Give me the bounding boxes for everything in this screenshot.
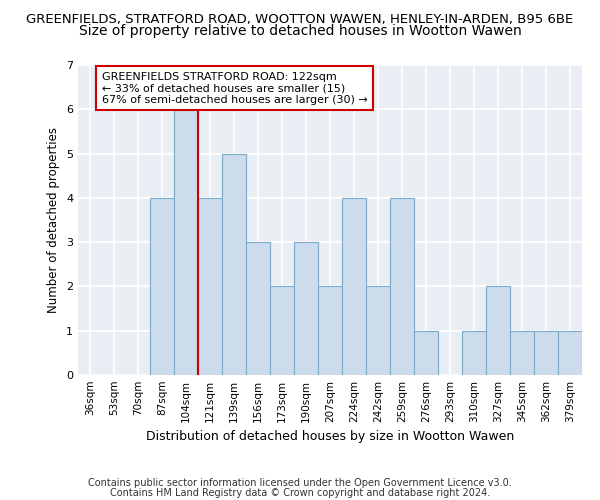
- Text: GREENFIELDS STRATFORD ROAD: 122sqm
← 33% of detached houses are smaller (15)
67%: GREENFIELDS STRATFORD ROAD: 122sqm ← 33%…: [102, 72, 368, 105]
- Bar: [462, 330, 486, 375]
- Bar: [198, 198, 222, 375]
- Bar: [294, 242, 318, 375]
- Bar: [414, 330, 438, 375]
- Bar: [318, 286, 342, 375]
- Text: Contains HM Land Registry data © Crown copyright and database right 2024.: Contains HM Land Registry data © Crown c…: [110, 488, 490, 498]
- Bar: [150, 198, 174, 375]
- Y-axis label: Number of detached properties: Number of detached properties: [47, 127, 61, 313]
- Bar: [486, 286, 510, 375]
- Bar: [246, 242, 270, 375]
- Bar: [342, 198, 366, 375]
- Bar: [510, 330, 534, 375]
- Bar: [366, 286, 390, 375]
- Bar: [222, 154, 246, 375]
- Text: Size of property relative to detached houses in Wootton Wawen: Size of property relative to detached ho…: [79, 24, 521, 38]
- Bar: [270, 286, 294, 375]
- Bar: [174, 110, 198, 375]
- X-axis label: Distribution of detached houses by size in Wootton Wawen: Distribution of detached houses by size …: [146, 430, 514, 444]
- Text: GREENFIELDS, STRATFORD ROAD, WOOTTON WAWEN, HENLEY-IN-ARDEN, B95 6BE: GREENFIELDS, STRATFORD ROAD, WOOTTON WAW…: [26, 12, 574, 26]
- Bar: [558, 330, 582, 375]
- Bar: [534, 330, 558, 375]
- Text: Contains public sector information licensed under the Open Government Licence v3: Contains public sector information licen…: [88, 478, 512, 488]
- Bar: [390, 198, 414, 375]
